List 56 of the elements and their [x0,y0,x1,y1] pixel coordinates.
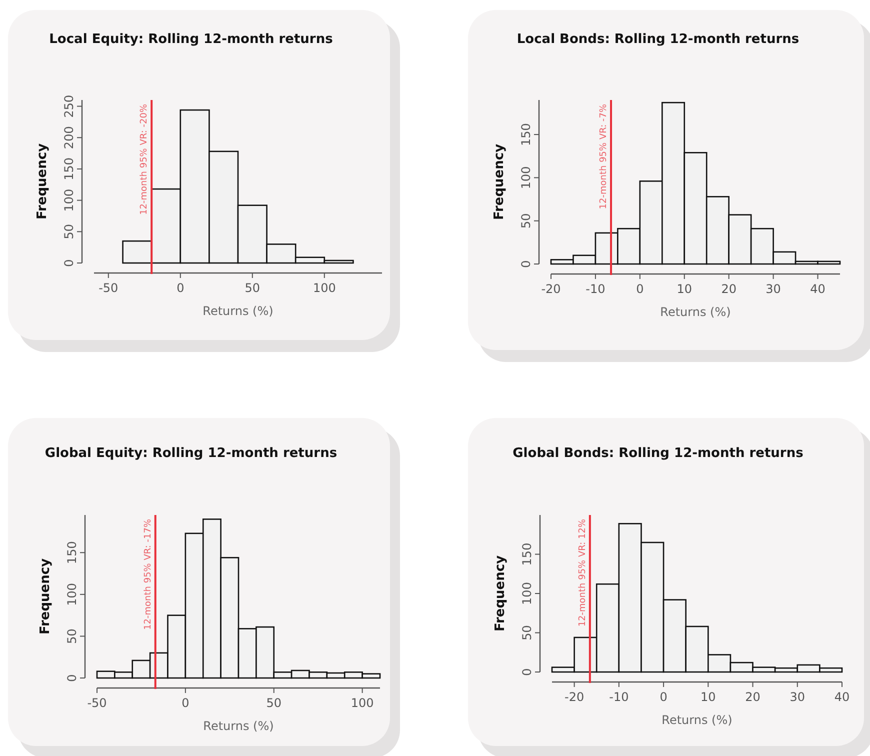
x-tick-label: 100 [312,281,336,295]
x-tick-label: 20 [721,282,736,296]
y-tick-label: 100 [520,582,534,605]
y-tick-label: 100 [62,188,76,212]
chart-title: Local Equity: Rolling 12-month returns [49,32,334,47]
x-tick-label: 100 [350,696,374,710]
ref-line-label: 12-month 95% VR: -17% [143,518,154,630]
y-axis-title: Frequency [38,558,53,635]
y-axis-title: Frequency [493,554,508,632]
y-axis-title: Frequency [35,142,50,220]
ref-line-label: 12-month 95% VR: -20% [140,104,150,215]
x-tick-label: 50 [266,696,282,710]
x-axis-title: Returns (%) [202,304,274,318]
y-tick-label: 0 [65,674,79,682]
x-tick-label: -10 [609,690,629,704]
y-tick-label: 100 [65,582,79,606]
y-tick-label: 150 [62,158,76,180]
chart-title: Global Equity: Rolling 12-month returns [44,446,338,461]
x-axis-title: Returns (%) [203,719,274,733]
x-tick-label: -50 [98,281,118,295]
x-axis-title: Returns (%) [660,305,731,319]
x-tick-label: 40 [834,690,850,704]
x-tick-label: -20 [541,282,561,296]
y-tick-label: 0 [62,259,76,267]
y-tick-label: 150 [519,123,533,146]
y-tick-label: 0 [520,668,534,676]
chart-title: Local Bonds: Rolling 12-month returns [516,32,800,47]
y-tick-label: 0 [519,260,533,268]
y-tick-label: 50 [520,625,534,640]
x-tick-label: -10 [586,282,606,296]
x-axis-title: Returns (%) [662,713,732,727]
y-tick-label: 100 [519,166,533,190]
x-tick-label: 0 [660,690,668,704]
y-tick-label: 50 [65,628,79,644]
y-tick-label: 50 [519,213,533,228]
x-tick-label: 10 [700,690,716,704]
x-tick-label: 10 [676,282,692,296]
x-tick-label: 30 [766,282,781,296]
y-tick-label: 200 [62,126,76,150]
x-tick-label: -50 [87,696,107,710]
x-tick-label: 0 [636,282,644,296]
x-tick-label: 50 [244,281,260,295]
y-tick-label: 250 [62,94,76,118]
ref-line-label: 12-month 95% VR: -7% [599,104,610,210]
annotation: 12-month 95% VR: 12% [578,518,588,627]
x-tick-label: 20 [745,690,760,704]
x-tick-label: 40 [810,282,826,296]
y-axis-title: Frequency [492,143,507,220]
y-tick-label: 150 [65,541,79,564]
x-tick-label: 0 [182,696,190,710]
y-tick-label: 150 [520,542,534,566]
x-tick-label: 0 [176,281,184,295]
x-tick-label: 30 [790,690,806,704]
chart-title: Global Bonds: Rolling 12-month returns [512,446,804,461]
y-tick-label: 50 [62,224,76,240]
x-tick-label: -20 [564,690,584,704]
